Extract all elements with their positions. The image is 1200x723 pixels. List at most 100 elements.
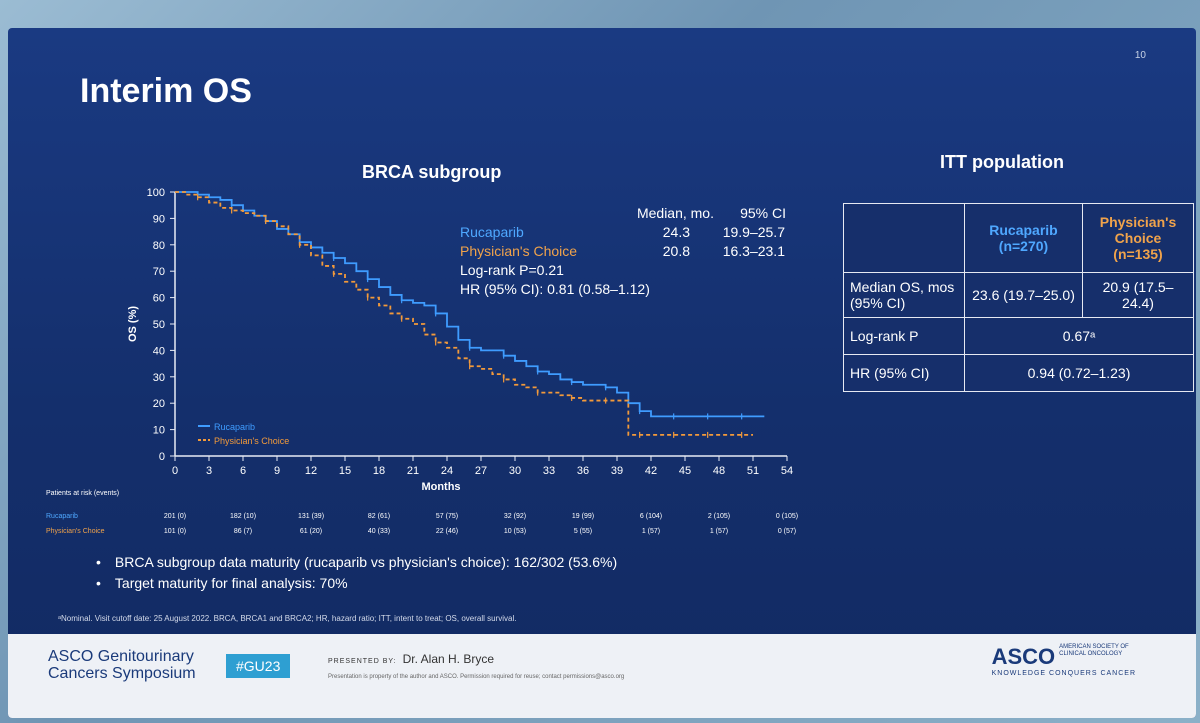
itt-row-label: Median OS, mos (95% CI) xyxy=(843,272,965,318)
stats-median-rucaparib: 24.3 xyxy=(662,224,690,240)
y-tick-label: 70 xyxy=(153,266,165,278)
x-tick-label: 24 xyxy=(441,465,453,477)
chart-title: BRCA subgroup xyxy=(362,162,502,182)
y-tick-label: 90 xyxy=(153,213,165,225)
itt-col-physician-n: (n=135) xyxy=(1113,246,1163,262)
itt-col-physician: Physician's Choice (n=135) xyxy=(1082,203,1194,273)
x-tick-label: 48 xyxy=(713,465,725,477)
risk-cell: 2 (105) xyxy=(708,513,730,520)
y-tick-label: 0 xyxy=(159,451,165,463)
x-tick-label: 39 xyxy=(611,465,623,477)
slide: 10 Interim OS BRCA subgroup ITT populati… xyxy=(8,28,1196,718)
meeting-line2: Cancers Symposium xyxy=(48,665,196,682)
risk-cell: 61 (20) xyxy=(300,528,322,535)
slide-footer: ASCO Genitourinary Cancers Symposium #GU… xyxy=(8,634,1196,718)
bullet-item: BRCA subgroup data maturity (rucaparib v… xyxy=(96,552,617,573)
y-axis-title: OS (%) xyxy=(127,306,139,342)
presenter-name: Dr. Alan H. Bryce xyxy=(402,652,495,666)
presented-by-label: PRESENTED BY: xyxy=(328,658,397,665)
risk-cell: 82 (61) xyxy=(368,513,390,520)
x-tick-label: 45 xyxy=(679,465,691,477)
asco-logo: ASCO AMERICAN SOCIETY OF CLINICAL ONCOLOG… xyxy=(992,644,1136,677)
bullet-item: Target maturity for final analysis: 70% xyxy=(96,573,617,594)
risk-row-name: Physician's Choice xyxy=(46,528,105,535)
x-tick-label: 18 xyxy=(373,465,385,477)
meeting-line1: ASCO Genitourinary xyxy=(48,648,194,665)
presenter: PRESENTED BY: Dr. Alan H. Bryce xyxy=(328,652,494,666)
footnote: ᵃNominal. Visit cutoff date: 25 August 2… xyxy=(58,614,517,623)
x-tick-label: 0 xyxy=(172,465,178,477)
x-tick-label: 15 xyxy=(339,465,351,477)
risk-cell: 6 (104) xyxy=(640,513,662,520)
hashtag-badge: #GU23 xyxy=(226,654,291,678)
y-tick-label: 100 xyxy=(147,187,165,199)
y-tick-label: 10 xyxy=(153,425,165,437)
risk-cell: 32 (92) xyxy=(504,513,526,520)
chart-stats: Median, mo. 95% CI Rucaparib 24.3 19.9–25.7… xyxy=(460,204,786,299)
stats-name-rucaparib: Rucaparib xyxy=(460,224,524,240)
itt-title: ITT population xyxy=(940,152,1064,172)
x-tick-label: 6 xyxy=(240,465,246,477)
risk-cell: 131 (39) xyxy=(298,513,324,520)
slide-title: Interim OS xyxy=(80,72,252,110)
y-tick-label: 60 xyxy=(153,293,165,305)
x-tick-label: 27 xyxy=(475,465,487,477)
itt-table: Rucaparib (n=270) Physician's Choice (n=13… xyxy=(843,203,1194,392)
x-tick-label: 42 xyxy=(645,465,657,477)
bullet-list: BRCA subgroup data maturity (rucaparib v… xyxy=(96,552,617,594)
itt-col-rucaparib-label: Rucaparib xyxy=(989,222,1058,238)
itt-row-label: Log-rank P xyxy=(843,317,965,355)
slide-number: 10 xyxy=(1134,50,1146,61)
y-tick-label: 20 xyxy=(153,398,165,410)
y-tick-label: 50 xyxy=(153,319,165,331)
itt-row-label: HR (95% CI) xyxy=(843,354,965,392)
stats-header-ci: 95% CI xyxy=(740,205,786,221)
itt-cell: 20.9 (17.5–24.4) xyxy=(1082,272,1194,318)
itt-col-rucaparib-n: (n=270) xyxy=(998,238,1049,254)
legend-label: Rucaparib xyxy=(214,422,255,432)
stats-ci-physician: 16.3–23.1 xyxy=(722,243,785,259)
asco-society: AMERICAN SOCIETY OF CLINICAL ONCOLOGY xyxy=(1059,644,1129,657)
asco-logo-text: ASCO xyxy=(991,644,1056,669)
risk-cell: 19 (99) xyxy=(572,513,594,520)
stats-hr: HR (95% CI): 0.81 (0.58–1.12) xyxy=(460,281,650,297)
y-tick-label: 30 xyxy=(153,372,165,384)
risk-cell: 40 (33) xyxy=(368,528,390,535)
meeting-name: ASCO Genitourinary Cancers Symposium xyxy=(48,648,196,682)
x-tick-label: 54 xyxy=(781,465,793,477)
risk-row-name: Rucaparib xyxy=(46,513,78,520)
risk-cell: 10 (53) xyxy=(504,528,526,535)
y-tick-label: 40 xyxy=(153,345,165,357)
risk-cell: 201 (0) xyxy=(164,513,186,520)
risk-table-title: Patients at risk (events) xyxy=(46,490,119,497)
risk-cell: 86 (7) xyxy=(234,528,252,535)
itt-col-physician-label: Physician's Choice xyxy=(1099,214,1177,246)
stats-median-physician: 20.8 xyxy=(662,243,690,259)
x-axis-title: Months xyxy=(421,481,460,493)
x-tick-label: 30 xyxy=(509,465,521,477)
risk-cell: 57 (75) xyxy=(436,513,458,520)
itt-cell: 0.67ᵃ xyxy=(964,317,1194,355)
risk-cell: 0 (105) xyxy=(776,513,798,520)
x-tick-label: 9 xyxy=(274,465,280,477)
stats-header-median: Median, mo. xyxy=(636,205,714,221)
risk-cell: 182 (10) xyxy=(230,513,256,520)
risk-cell: 5 (55) xyxy=(574,528,592,535)
itt-cell: 23.6 (19.7–25.0) xyxy=(964,272,1083,318)
x-tick-label: 21 xyxy=(407,465,419,477)
itt-cell: 0.94 (0.72–1.23) xyxy=(964,354,1194,392)
risk-cell: 1 (57) xyxy=(710,528,728,535)
risk-cell: 101 (0) xyxy=(164,528,186,535)
property-note: Presentation is property of the author a… xyxy=(328,674,625,680)
x-tick-label: 33 xyxy=(543,465,555,477)
stats-ci-rucaparib: 19.9–25.7 xyxy=(722,224,785,240)
risk-cell: 22 (46) xyxy=(436,528,458,535)
asco-tagline: KNOWLEDGE CONQUERS CANCER xyxy=(991,670,1136,677)
x-tick-label: 3 xyxy=(206,465,212,477)
itt-empty-cell xyxy=(843,203,965,273)
stats-logrank: Log-rank P=0.21 xyxy=(460,262,564,278)
x-tick-label: 51 xyxy=(747,465,759,477)
stats-name-physician: Physician's Choice xyxy=(460,243,578,259)
risk-cell: 1 (57) xyxy=(642,528,660,535)
